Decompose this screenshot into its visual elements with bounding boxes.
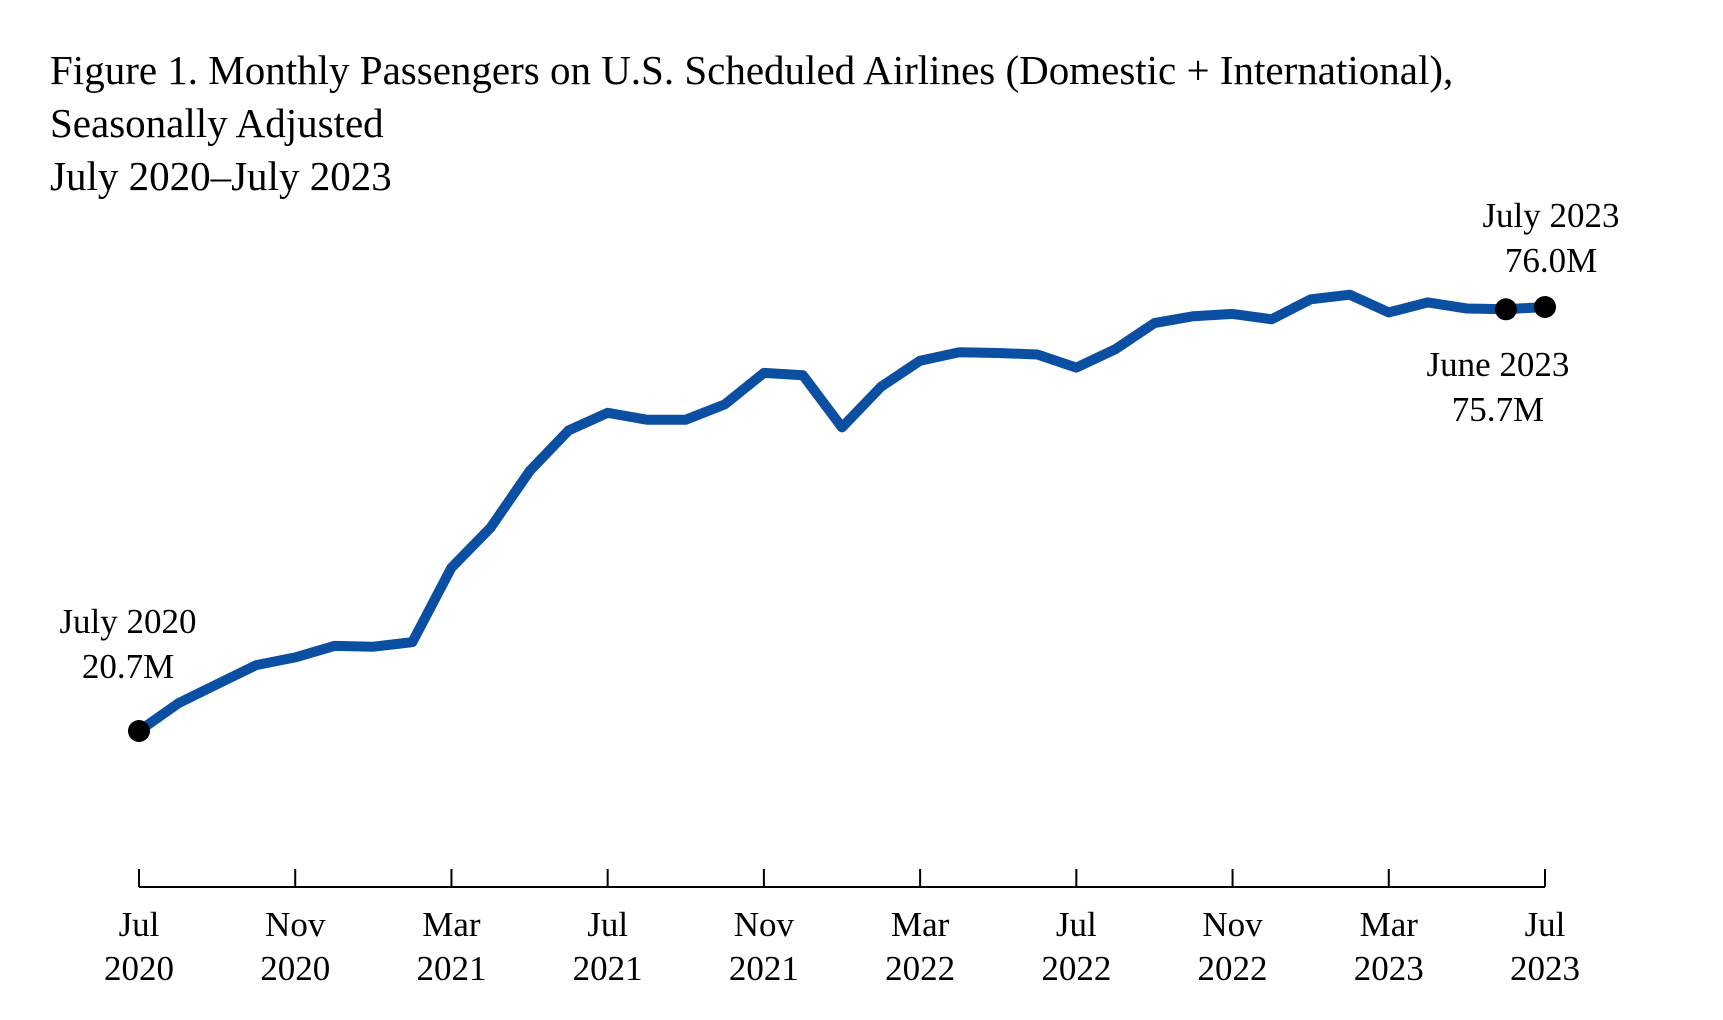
data-point-marker (1494, 298, 1517, 321)
highlight-points (128, 296, 1556, 742)
x-tick-label-year: 2020 (260, 949, 330, 988)
x-tick-label-year: 2020 (104, 949, 174, 988)
chart-title: Figure 1. Monthly Passengers on U.S. Sch… (50, 47, 1454, 93)
x-tick-label-month: Nov (265, 905, 326, 944)
x-tick-label-year: 2022 (885, 949, 955, 988)
series-line-group (134, 289, 1550, 736)
chart-subtitle: Seasonally Adjusted (50, 100, 384, 146)
annotation-value: 76.0M (1505, 241, 1597, 280)
x-tick-label-month: Jul (1056, 905, 1097, 944)
data-point-marker (1534, 296, 1556, 318)
x-axis: Jul 2020 Nov 2020 Mar 2021 Jul 2021 Nov 2021 Mar 20… (104, 869, 1580, 988)
x-tick-label-year: 2023 (1354, 949, 1424, 988)
chart-date-range: July 2020–July 2023 (50, 153, 392, 199)
annotation-date: July 2023 (1482, 196, 1619, 235)
x-tick-label-month: Mar (422, 905, 481, 944)
annotations: July 2020 20.7M July 2023 76.0M June 2023 75.… (59, 196, 1619, 686)
x-tick-label-month: Mar (1360, 905, 1419, 944)
x-tick-label-year: 2022 (1198, 949, 1268, 988)
data-point-marker (128, 720, 150, 742)
x-tick-label-month: Jul (119, 905, 160, 944)
annotation-value: 20.7M (82, 647, 174, 686)
x-tick-label-year: 2021 (573, 949, 643, 988)
chart-title-block: Figure 1. Monthly Passengers on U.S. Sch… (50, 44, 1453, 203)
x-tick-label-month: Nov (734, 905, 795, 944)
annotation-date: July 2020 (59, 602, 196, 641)
x-tick-label-year: 2023 (1510, 949, 1580, 988)
annotation-date: June 2023 (1426, 345, 1569, 384)
series-line (134, 289, 1550, 736)
x-tick-label-month: Jul (587, 905, 628, 944)
x-tick-label-year: 2022 (1041, 949, 1111, 988)
x-tick-label-month: Nov (1202, 905, 1263, 944)
annotation-value: 75.7M (1452, 390, 1544, 429)
x-tick-label-year: 2021 (416, 949, 486, 988)
x-tick-label-year: 2021 (729, 949, 799, 988)
x-tick-label-month: Mar (891, 905, 950, 944)
x-tick-label-month: Jul (1525, 905, 1566, 944)
